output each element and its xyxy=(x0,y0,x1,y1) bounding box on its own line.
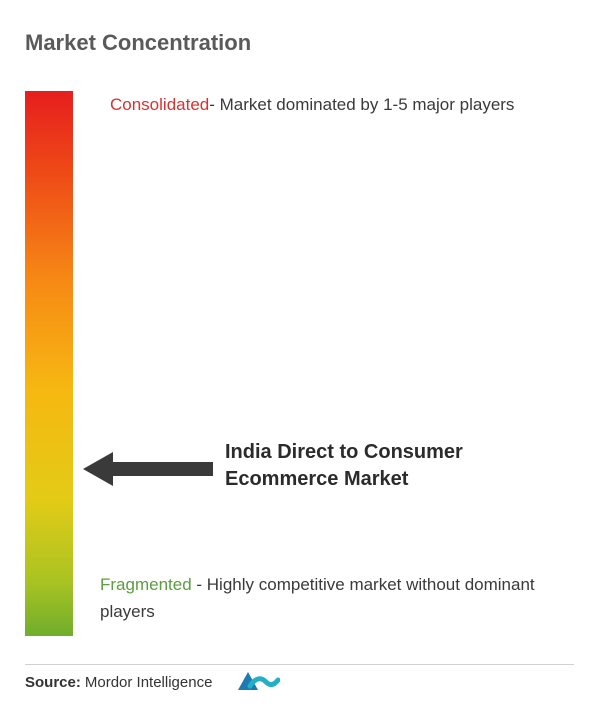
page-title: Market Concentration xyxy=(25,30,574,56)
footer-divider xyxy=(25,664,574,665)
mordor-logo-icon xyxy=(236,666,280,698)
marker-arrow-icon xyxy=(83,449,213,489)
source-name: Mordor Intelligence xyxy=(85,674,213,691)
source-label: Source: xyxy=(25,674,81,691)
gradient-scale-bar xyxy=(25,91,73,636)
consolidated-keyword: Consolidated xyxy=(110,95,209,114)
source-footer: Source: Mordor Intelligence xyxy=(25,666,280,698)
fragmented-label: Fragmented - Highly competitive market w… xyxy=(100,571,574,625)
consolidated-desc: - Market dominated by 1-5 major players xyxy=(209,95,514,114)
marker-label: India Direct to Consumer Ecommerce Marke… xyxy=(225,439,565,493)
consolidated-label: Consolidated- Market dominated by 1-5 ma… xyxy=(110,93,514,117)
concentration-chart: Consolidated- Market dominated by 1-5 ma… xyxy=(25,91,574,636)
fragmented-keyword: Fragmented xyxy=(100,575,192,594)
